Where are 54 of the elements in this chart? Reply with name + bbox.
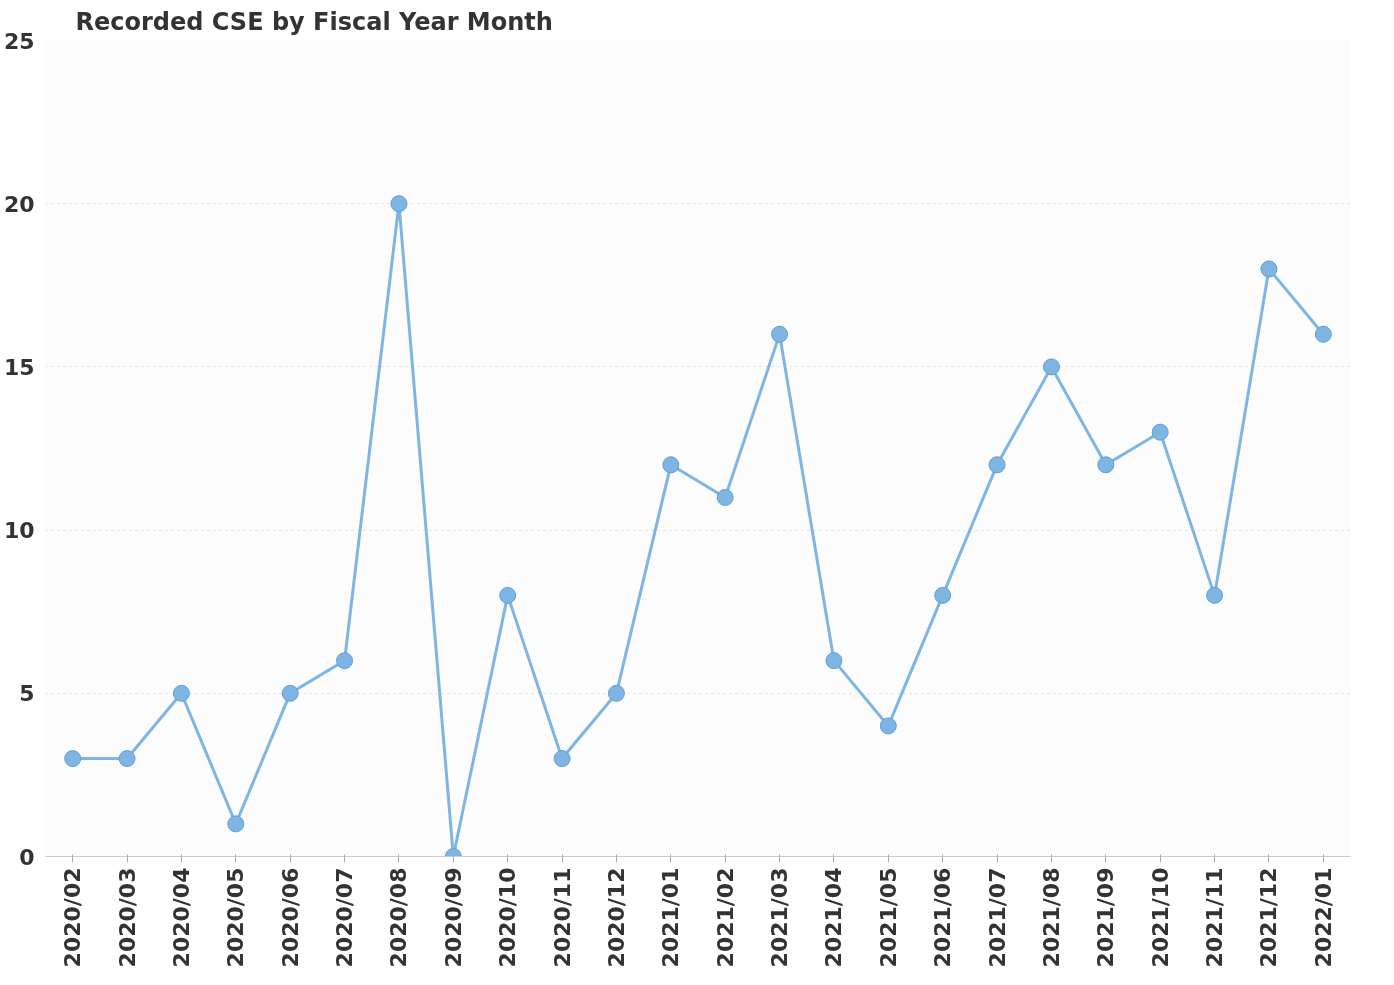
point bbox=[1260, 260, 1278, 278]
point bbox=[553, 750, 571, 768]
x-tick-label: 2020/02 bbox=[60, 867, 86, 968]
point bbox=[336, 652, 354, 670]
y-tick-label: 10 bbox=[3, 518, 35, 544]
point bbox=[499, 586, 517, 604]
x-tick-label: 2021/08 bbox=[1038, 867, 1064, 968]
x-tick-label: 2020/05 bbox=[223, 867, 249, 968]
point bbox=[1151, 423, 1169, 441]
y-tick-label: 0 bbox=[19, 844, 35, 870]
point bbox=[1314, 325, 1332, 343]
point bbox=[825, 652, 843, 670]
point bbox=[227, 815, 245, 833]
x-tick-label: 2021/06 bbox=[930, 867, 956, 968]
point bbox=[1042, 358, 1060, 376]
point bbox=[716, 488, 734, 506]
point bbox=[281, 684, 299, 702]
point bbox=[64, 750, 82, 768]
point bbox=[1097, 456, 1115, 474]
x-tick-label: 2021/05 bbox=[875, 867, 901, 968]
x-tick-label: 2020/09 bbox=[440, 867, 466, 968]
x-tick-label: 2021/02 bbox=[712, 867, 738, 968]
point bbox=[879, 717, 897, 735]
point bbox=[607, 684, 625, 702]
x-tick-label: 2021/03 bbox=[767, 867, 793, 968]
x-tick-label: 2020/10 bbox=[495, 867, 521, 968]
point bbox=[172, 684, 190, 702]
y-tick-label: 15 bbox=[3, 354, 35, 380]
x-tick-label: 2021/12 bbox=[1256, 867, 1282, 968]
point bbox=[118, 750, 136, 768]
point bbox=[934, 586, 952, 604]
x-tick-label: 2021/09 bbox=[1093, 867, 1119, 968]
x-tick-label: 2022/01 bbox=[1310, 867, 1336, 968]
y-tick-label: 20 bbox=[3, 191, 35, 217]
y-tick-label: 25 bbox=[3, 28, 35, 54]
chart-title: Recorded CSE by Fiscal Year Month bbox=[75, 7, 553, 36]
point bbox=[390, 195, 408, 213]
point bbox=[1206, 586, 1224, 604]
x-tick-label: 2020/11 bbox=[549, 867, 575, 968]
point bbox=[771, 325, 789, 343]
x-tick-label: 2021/11 bbox=[1202, 867, 1228, 968]
x-tick-label: 2020/07 bbox=[332, 867, 358, 968]
x-tick-label: 2021/07 bbox=[984, 867, 1010, 968]
x-tick-label: 2020/06 bbox=[277, 867, 303, 968]
x-tick-label: 2021/04 bbox=[821, 867, 847, 968]
x-tick-label: 2021/01 bbox=[658, 867, 684, 968]
x-tick-label: 2020/12 bbox=[603, 867, 629, 968]
y-tick-label: 5 bbox=[19, 681, 35, 707]
x-tick-label: 2021/10 bbox=[1147, 867, 1173, 968]
x-tick-label: 2020/03 bbox=[114, 867, 140, 968]
x-tick-label: 2020/08 bbox=[386, 867, 412, 968]
point bbox=[988, 456, 1006, 474]
point bbox=[662, 456, 680, 474]
x-tick-label: 2020/04 bbox=[168, 867, 194, 968]
